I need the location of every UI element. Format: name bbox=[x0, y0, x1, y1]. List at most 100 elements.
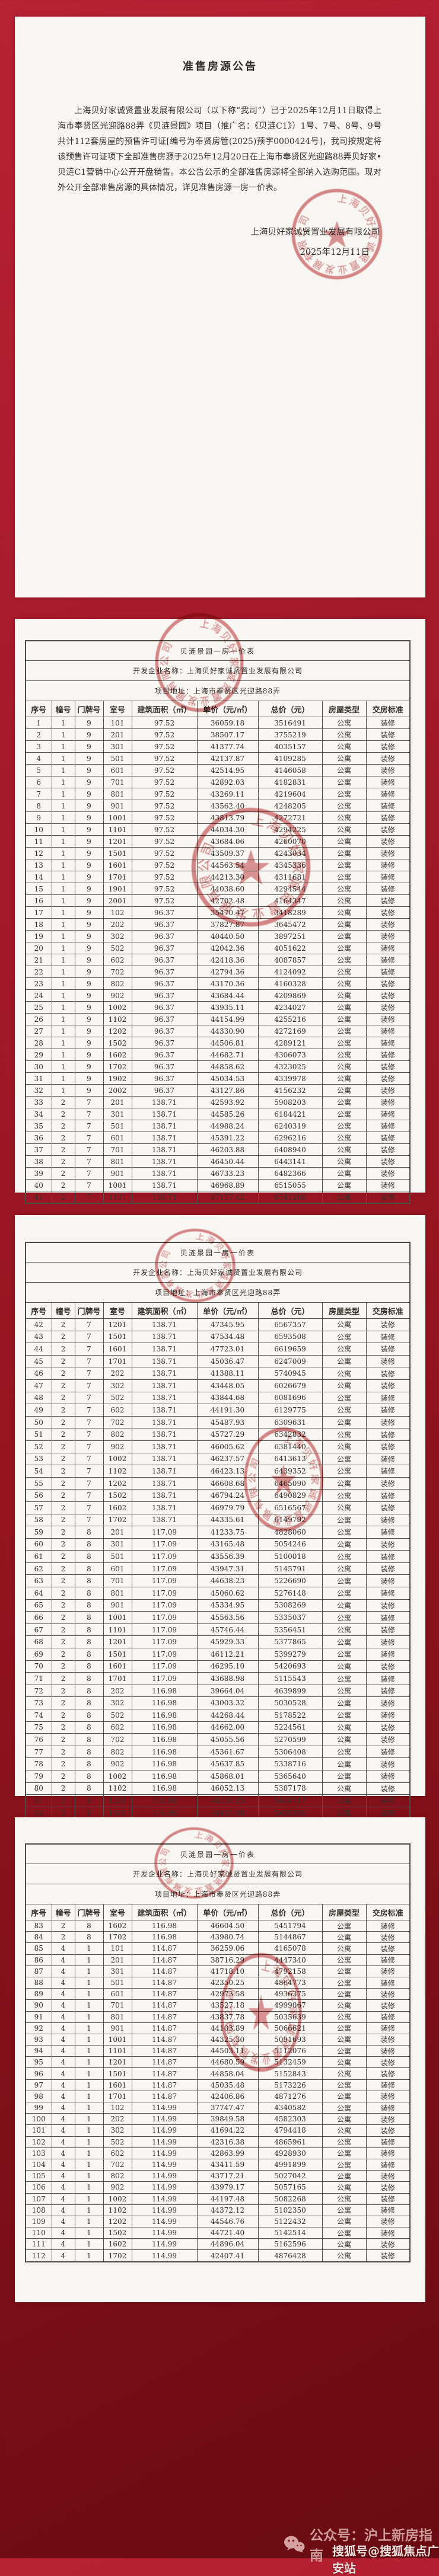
cell: 公寓 bbox=[322, 1343, 367, 1356]
cell: 104 bbox=[25, 2158, 52, 2171]
cell: 7 bbox=[74, 1489, 104, 1502]
cell: 公寓 bbox=[322, 1733, 367, 1746]
cell: 4 bbox=[51, 2158, 75, 2171]
cell: 5027042 bbox=[257, 2170, 323, 2182]
table-row: 104 4 1 702 114.99 43411.59 4991899 公寓 装修 bbox=[25, 2158, 411, 2171]
cell: 4 bbox=[51, 2170, 75, 2182]
cell: 公寓 bbox=[322, 1562, 367, 1575]
table-row: 20 1 9 502 96.37 42042.36 4051622 公寓 装修 bbox=[25, 942, 411, 954]
column-header: 单价（元/㎡） bbox=[196, 1302, 259, 1319]
cell: 2 bbox=[51, 1769, 75, 1783]
cell: 114.99 bbox=[131, 2227, 198, 2239]
cell: 46112.21 bbox=[196, 1648, 259, 1661]
cell: 6309631 bbox=[257, 1415, 323, 1429]
cell: 装修 bbox=[365, 1672, 411, 1685]
cell: 45036.47 bbox=[196, 1354, 259, 1368]
cell: 8 bbox=[74, 1757, 104, 1770]
cell: 2 bbox=[51, 1367, 75, 1380]
cell: 公寓 bbox=[322, 2238, 367, 2251]
cell: 装修 bbox=[365, 2215, 411, 2228]
cell: 4 bbox=[51, 2124, 75, 2137]
table-row: 85 4 1 101 114.87 36259.06 4165078 公寓 装修 bbox=[25, 1942, 411, 1955]
cell: 42316.38 bbox=[196, 2136, 259, 2148]
table-row: 47 2 7 302 138.71 43448.05 6026679 公寓 装修 bbox=[25, 1379, 411, 1392]
cell: 25 bbox=[25, 1001, 52, 1014]
table-row: 54 2 7 1102 138.71 46423.13 6439352 公寓 装修 bbox=[25, 1465, 411, 1478]
cell: 4294225 bbox=[257, 823, 323, 836]
table-row: 77 2 8 802 116.98 45361.67 5306408 公寓 装修 bbox=[25, 1745, 411, 1759]
cell: 46979.79 bbox=[196, 1501, 259, 1514]
cell: 35470.47 bbox=[196, 906, 259, 919]
cell: 5178522 bbox=[257, 1709, 323, 1722]
table-row: 82 2 8 1502 116.98 46420.38 5430256 公寓 装修 bbox=[25, 1806, 411, 1820]
cell: 1 bbox=[74, 2056, 104, 2069]
cell: 1102 bbox=[103, 1782, 132, 1795]
cell: 5408717 bbox=[257, 1794, 323, 1807]
cell: 公寓 bbox=[322, 1709, 367, 1722]
cell: 2 bbox=[51, 1465, 75, 1478]
cell: 45391.22 bbox=[196, 1132, 259, 1144]
cell: 42593.92 bbox=[196, 1096, 259, 1108]
cell: 6490829 bbox=[257, 1489, 323, 1502]
cell: 97.52 bbox=[131, 728, 198, 741]
table-row: 97 4 1 1601 114.87 45035.48 5173226 公寓 装修 bbox=[25, 2079, 411, 2091]
cell: 公寓 bbox=[322, 2170, 367, 2182]
cell: 5226690 bbox=[257, 1574, 323, 1588]
cell: 3 bbox=[25, 740, 52, 753]
cell: 601 bbox=[103, 764, 132, 776]
cell: 44154.99 bbox=[196, 1013, 259, 1025]
cell: 4 bbox=[51, 2238, 75, 2251]
cell: 装修 bbox=[365, 2136, 411, 2148]
cell: 44197.48 bbox=[196, 2193, 259, 2205]
column-header: 幢号 bbox=[51, 1904, 75, 1920]
cell: 装修 bbox=[365, 883, 411, 895]
cell: 公寓 bbox=[322, 2090, 367, 2103]
cell: 116.98 bbox=[131, 1769, 198, 1783]
column-header: 总价（元） bbox=[257, 1904, 323, 1920]
cell: 4 bbox=[51, 2136, 75, 2148]
cell: 5338716 bbox=[257, 1757, 323, 1770]
cell: 公寓 bbox=[322, 2056, 367, 2069]
cell: 装修 bbox=[365, 966, 411, 978]
cell: 装修 bbox=[365, 1179, 411, 1191]
cell: 装修 bbox=[365, 1379, 411, 1392]
cell: 47157.42 bbox=[196, 1191, 259, 1204]
cell: 8 bbox=[74, 1660, 104, 1673]
cell: 49 bbox=[25, 1404, 52, 1417]
cell: 7 bbox=[74, 1367, 104, 1380]
cell: 117.09 bbox=[131, 1562, 198, 1575]
column-header: 交房标准 bbox=[365, 1904, 411, 1920]
cell: 装修 bbox=[365, 1709, 411, 1722]
table-row: 30 1 9 1702 96.37 44858.62 4323025 公寓 装修 bbox=[25, 1060, 411, 1073]
cell: 4828060 bbox=[257, 1526, 323, 1539]
cell: 6381440 bbox=[257, 1440, 323, 1453]
cell: 301 bbox=[103, 1538, 132, 1551]
table-row: 49 2 7 602 138.71 44191.30 6129775 公寓 装修 bbox=[25, 1404, 411, 1417]
cell: 公寓 bbox=[322, 1999, 367, 2012]
cell: 7 bbox=[74, 1452, 104, 1466]
cell: 装修 bbox=[365, 1330, 411, 1344]
cell: 装修 bbox=[365, 1794, 411, 1807]
cell: 1101 bbox=[103, 2045, 132, 2057]
cell: 8 bbox=[74, 1587, 104, 1600]
cell: 46 bbox=[25, 1367, 52, 1380]
table-row: 53 2 7 1002 138.71 46237.57 6413613 公寓 装修 bbox=[25, 1452, 411, 1466]
cell: 6247009 bbox=[257, 1354, 323, 1368]
table-row: 17 1 9 102 96.37 35470.47 3418289 公寓 装修 bbox=[25, 906, 411, 919]
column-header: 房屋类型 bbox=[322, 701, 367, 717]
cell: 1101 bbox=[103, 1623, 132, 1637]
cell: 45746.44 bbox=[196, 1623, 259, 1637]
cell: 96.37 bbox=[131, 954, 198, 966]
cell: 6619659 bbox=[257, 1343, 323, 1356]
cell: 2 bbox=[51, 1757, 75, 1770]
cell: 1 bbox=[51, 930, 75, 942]
cell: 公寓 bbox=[322, 1354, 367, 1368]
cell: 4124092 bbox=[257, 966, 323, 978]
cell: 701 bbox=[103, 1574, 132, 1588]
cell: 装修 bbox=[365, 2193, 411, 2205]
cell: 1102 bbox=[103, 1465, 132, 1478]
cell: 4051622 bbox=[257, 942, 323, 954]
address-row: 项目地址：上海市奉贤区光迎路88弄 bbox=[25, 1282, 411, 1303]
cell: 117.09 bbox=[131, 1660, 198, 1673]
cell: 41233.75 bbox=[196, 1526, 259, 1539]
